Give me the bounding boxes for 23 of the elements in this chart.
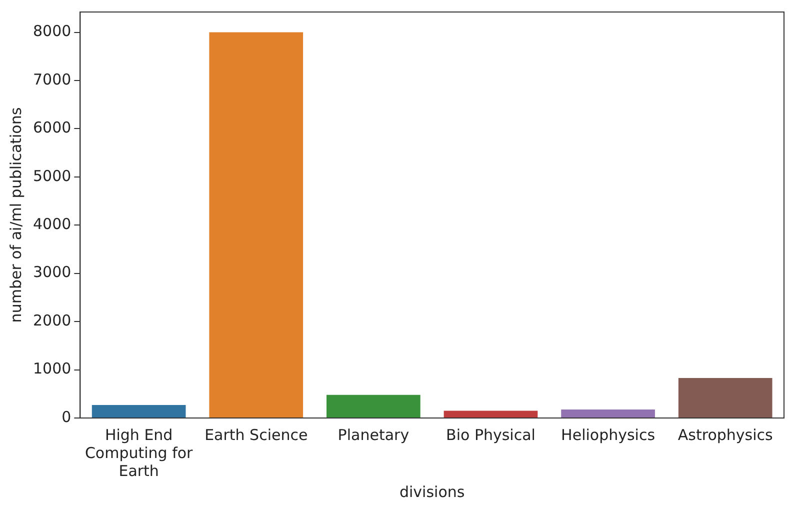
y-tick-label: 4000 (32, 215, 72, 234)
bar (444, 410, 538, 418)
y-tick-label: 8000 (32, 22, 72, 40)
x-tick-label: Bio Physical (446, 426, 536, 444)
bar (209, 32, 304, 418)
y-axis-title: number of ai/ml publications (6, 107, 25, 323)
y-tick-label: 7000 (32, 70, 72, 88)
bar (678, 378, 772, 418)
x-tick-label: Astrophysics (678, 426, 773, 444)
x-axis-title: divisions (399, 482, 465, 501)
x-tick-label: High End Computing for Earth (84, 426, 194, 480)
y-tick-label: 5000 (32, 166, 72, 185)
y-tick-label: 3000 (32, 263, 72, 282)
x-tick-label: Planetary (338, 426, 410, 444)
bar (326, 394, 420, 418)
bar (92, 404, 186, 418)
x-tick-label: Earth Science (204, 426, 308, 444)
y-tick-label: 0 (62, 408, 72, 426)
y-tick-label: 2000 (32, 311, 72, 330)
y-tick-label: 1000 (32, 360, 72, 378)
x-tick-label: Heliophysics (561, 426, 656, 444)
bar (561, 410, 655, 418)
y-tick-label: 6000 (32, 118, 72, 137)
